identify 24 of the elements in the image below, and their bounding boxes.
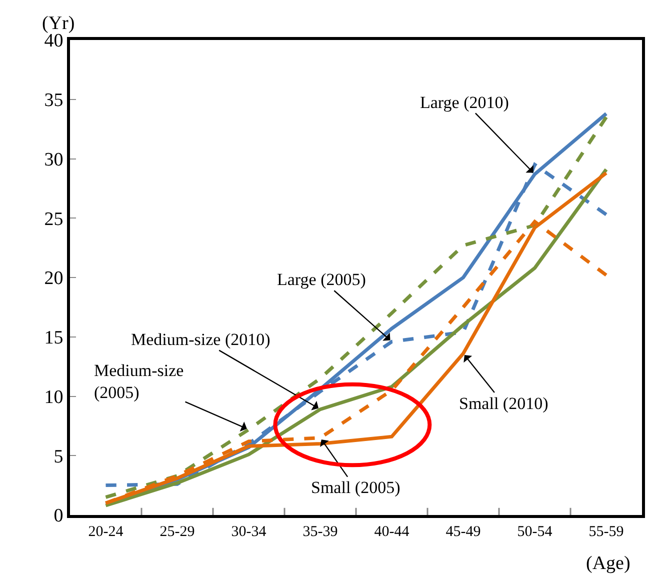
y-axis-title: (Yr) (42, 13, 75, 34)
x-tick-label: 45-49 (446, 524, 481, 540)
y-tick-label: 0 (54, 506, 64, 527)
annotation: Small (2005) (311, 478, 400, 497)
annotation: Large (2005) (277, 270, 366, 289)
y-tick-label: 25 (44, 208, 64, 230)
x-tick-label: 35-39 (302, 524, 338, 540)
annotation: Medium-size (2005) (94, 361, 184, 402)
annotation: Large (2010) (420, 93, 509, 112)
x-tick-label: 20-24 (88, 524, 124, 540)
x-tick-label: 55-59 (588, 524, 624, 540)
x-tick-label: 25-29 (160, 524, 195, 540)
annotation: Medium-size (2010) (131, 330, 270, 349)
y-tick-label: 20 (44, 268, 64, 290)
y-tick-label: 5 (54, 446, 64, 468)
y-tick-label: 10 (44, 386, 64, 408)
x-tick-label: 30-34 (231, 524, 267, 540)
annotation: Small (2010) (459, 394, 548, 413)
y-tick-label: 30 (44, 149, 64, 170)
y-tick-label: 35 (44, 90, 64, 112)
y-tick-label: 15 (44, 328, 64, 349)
x-axis-title: (Age) (586, 553, 630, 574)
x-tick-label: 40-44 (374, 524, 410, 540)
x-tick-label: 50-54 (517, 524, 553, 540)
